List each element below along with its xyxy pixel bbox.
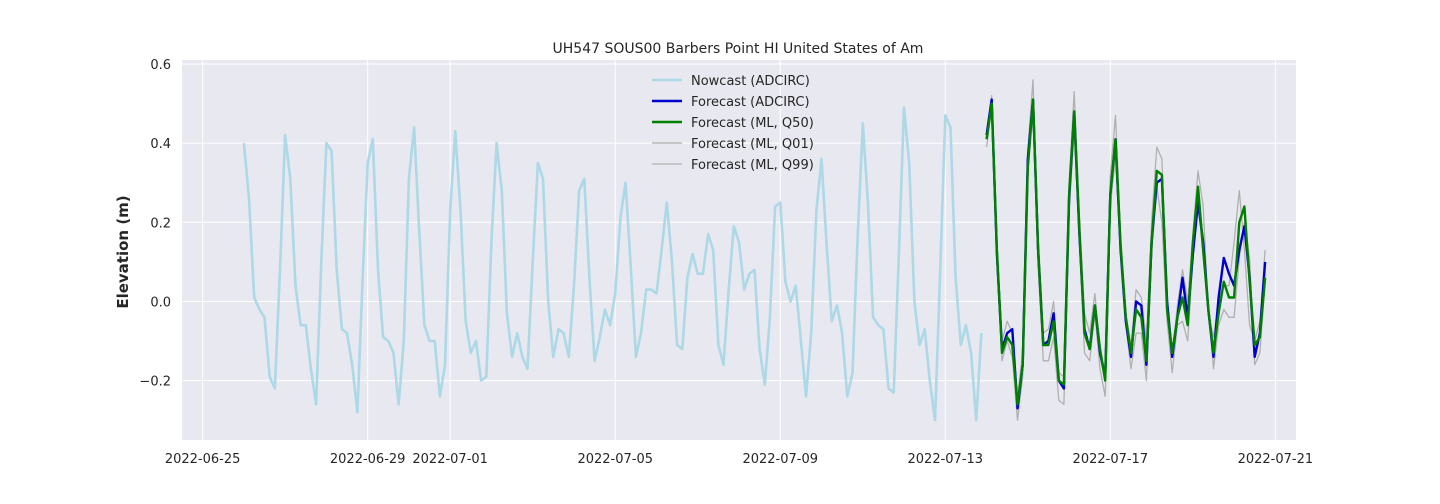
legend-label: Forecast (ML, Q99) xyxy=(691,158,814,173)
legend-label: Forecast (ML, Q50) xyxy=(691,116,814,131)
y-tick-label: 0.6 xyxy=(150,58,171,73)
nowcast-adcirc-line xyxy=(242,106,983,422)
x-tick-label: 2022-06-25 xyxy=(165,452,241,467)
legend-label: Forecast (ML, Q01) xyxy=(691,137,814,152)
y-tick-label: 0.2 xyxy=(150,216,171,231)
y-axis-label: Elevation (m) xyxy=(114,195,132,308)
y-tick-label: 0.0 xyxy=(150,295,171,310)
legend-label: Nowcast (ADCIRC) xyxy=(691,74,810,89)
x-tick-label: 2022-07-01 xyxy=(412,452,488,467)
x-tick-label: 2022-07-05 xyxy=(577,452,653,467)
x-tick-label: 2022-07-21 xyxy=(1238,452,1314,467)
x-tick-label: 2022-07-09 xyxy=(742,452,818,467)
y-tick-label: 0.4 xyxy=(150,137,171,152)
x-tick-label: 2022-07-13 xyxy=(908,452,984,467)
x-tick-label: 2022-06-29 xyxy=(330,452,406,467)
y-tick-label: −0.2 xyxy=(139,375,171,390)
legend: Nowcast (ADCIRC) Forecast (ADCIRC) Forecas… xyxy=(652,74,814,173)
x-tick-label: 2022-07-17 xyxy=(1073,452,1149,467)
x-axis-ticks: 2022-06-25 2022-06-29 2022-07-01 2022-07-05… xyxy=(165,452,1313,467)
forecast-ml-q50-line xyxy=(985,98,1267,406)
y-axis-ticks: −0.2 0.0 0.2 0.4 0.6 xyxy=(139,58,171,390)
legend-label: Forecast (ADCIRC) xyxy=(691,95,810,110)
chart-title: UH547 SOUS00 Barbers Point HI United Sta… xyxy=(553,41,924,57)
series-lines xyxy=(242,79,1267,422)
